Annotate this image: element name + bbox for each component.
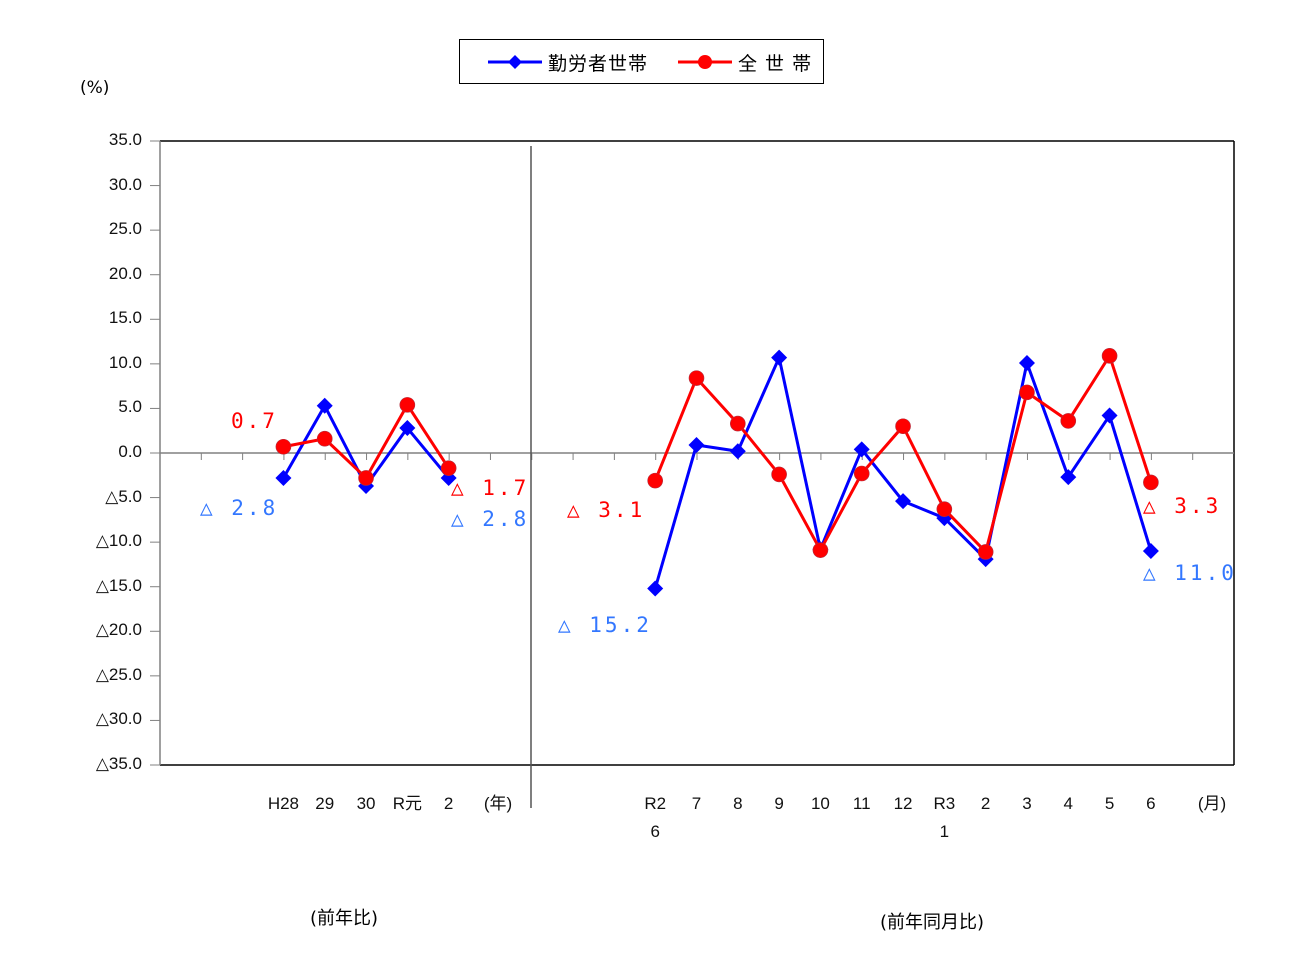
annual-all-line [283, 403, 450, 480]
y-tick-label: △10.0 [95, 531, 142, 551]
y-tick-label: △15.0 [95, 575, 142, 595]
x-tick-label: 30 [356, 794, 376, 813]
y-tick-label: 30.0 [108, 174, 142, 194]
y-tick-label: 0.0 [118, 442, 142, 461]
circle-marker-icon [316, 430, 333, 447]
circle-marker-icon [895, 418, 911, 435]
y-tick-label: △35.0 [95, 754, 142, 773]
diamond-marker-icon [1018, 354, 1035, 371]
circle-marker-icon [440, 460, 457, 476]
y-tick-label: △30.0 [95, 709, 142, 729]
y-tick-label: 15.0 [108, 308, 142, 328]
circle-marker-icon [730, 415, 746, 432]
monthly-workers-line [653, 356, 1153, 589]
circle-marker-icon [977, 544, 994, 560]
diamond-marker-icon [1101, 407, 1118, 424]
x-unit-annual: (年) [483, 794, 513, 813]
diamond-marker-icon [647, 580, 664, 597]
x-tick-label: 11 [852, 794, 871, 813]
circle-marker-icon [1060, 413, 1077, 429]
annotation-annual-red-last: △ 1.7 [451, 476, 530, 500]
annotation-monthly-blue-first: △ 15.2 [558, 613, 652, 637]
x-tick-label: 10 [810, 794, 830, 813]
legend-item-all: 全 世 帯 [678, 49, 812, 75]
x-tick-label: 3 [1022, 794, 1032, 813]
x-tick-label: 2 [443, 794, 454, 813]
diamond-marker-icon [895, 493, 912, 510]
x-tick-label: 2 [980, 794, 991, 813]
circle-marker-icon [688, 370, 705, 386]
y-tick-label: △20.0 [95, 620, 142, 640]
diamond-marker-icon [275, 469, 292, 486]
circle-marker-icon [771, 466, 787, 483]
legend-label-all: 全 世 帯 [738, 52, 813, 75]
diamond-marker-icon [316, 397, 333, 414]
diamond-marker-icon [729, 443, 746, 460]
annotation-monthly-blue-last: △ 11.0 [1143, 561, 1237, 585]
caption-annual: (前年比) [310, 908, 379, 929]
diamond-marker-icon [399, 420, 416, 437]
x-tick-label: 12 [893, 794, 913, 813]
circle-marker-icon [399, 397, 416, 413]
y-tick-label: 5.0 [118, 397, 142, 417]
x-tick-label: 29 [315, 794, 335, 813]
x-tick-label: 5 [1104, 794, 1115, 813]
diamond-marker-icon [1060, 469, 1077, 486]
circle-marker-icon [853, 465, 870, 482]
circle-marker-icon [1019, 384, 1035, 401]
annotation-annual-blue-last: △ 2.8 [451, 507, 530, 531]
x-tick-label: 9 [774, 794, 784, 813]
y-tick-label: △5.0 [105, 486, 142, 506]
diamond-marker-icon [853, 441, 870, 458]
circle-marker-icon [678, 55, 732, 69]
annotation-annual-red-first: 0.7 [231, 409, 278, 433]
diamond-marker-icon [1142, 543, 1159, 560]
x-tick-label: 8 [733, 794, 743, 813]
x-tick-label: R3 1 [933, 794, 956, 841]
annotation-monthly-red-first: △ 3.1 [567, 498, 646, 522]
circle-marker-icon [812, 542, 829, 558]
diamond-marker-icon [771, 349, 788, 366]
circle-marker-icon [1143, 474, 1159, 491]
y-tick-label: 25.0 [108, 219, 142, 239]
circle-marker-icon [647, 472, 663, 489]
circle-marker-icon [358, 470, 374, 486]
x-tick-label: R2 6 [644, 794, 667, 841]
x-tick-label: R元 [392, 794, 422, 813]
y-axis-unit: (%) [80, 78, 110, 98]
diamond-marker-icon [688, 436, 705, 453]
x-tick-label: 7 [691, 794, 702, 813]
diamond-marker-icon [488, 55, 542, 69]
x-tick-label: 6 [1146, 794, 1156, 813]
y-tick-label: 10.0 [108, 352, 142, 372]
legend-item-workers: 勤労者世帯 [488, 49, 648, 75]
y-tick-label: 35.0 [108, 130, 142, 149]
y-tick-label: △25.0 [95, 664, 142, 684]
x-tick-label: 4 [1063, 794, 1073, 813]
annotation-annual-blue-first: △ 2.8 [200, 496, 279, 520]
circle-marker-icon [1101, 348, 1118, 364]
y-tick-label: 20.0 [108, 263, 142, 283]
circle-marker-icon [936, 501, 953, 517]
chart-legend: 勤労者世帯 全 世 帯 [459, 39, 824, 84]
caption-monthly: (前年同月比) [880, 912, 985, 933]
x-unit-monthly: (月) [1197, 794, 1227, 813]
x-tick-label: H28 [267, 794, 300, 813]
annotation-monthly-red-last: △ 3.3 [1143, 494, 1222, 518]
circle-marker-icon [275, 438, 292, 455]
legend-label-workers: 勤労者世帯 [548, 52, 649, 75]
